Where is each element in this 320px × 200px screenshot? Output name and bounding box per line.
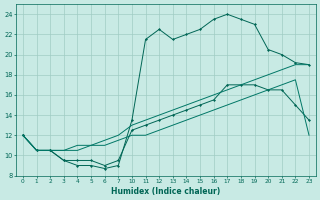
X-axis label: Humidex (Indice chaleur): Humidex (Indice chaleur) — [111, 187, 220, 196]
